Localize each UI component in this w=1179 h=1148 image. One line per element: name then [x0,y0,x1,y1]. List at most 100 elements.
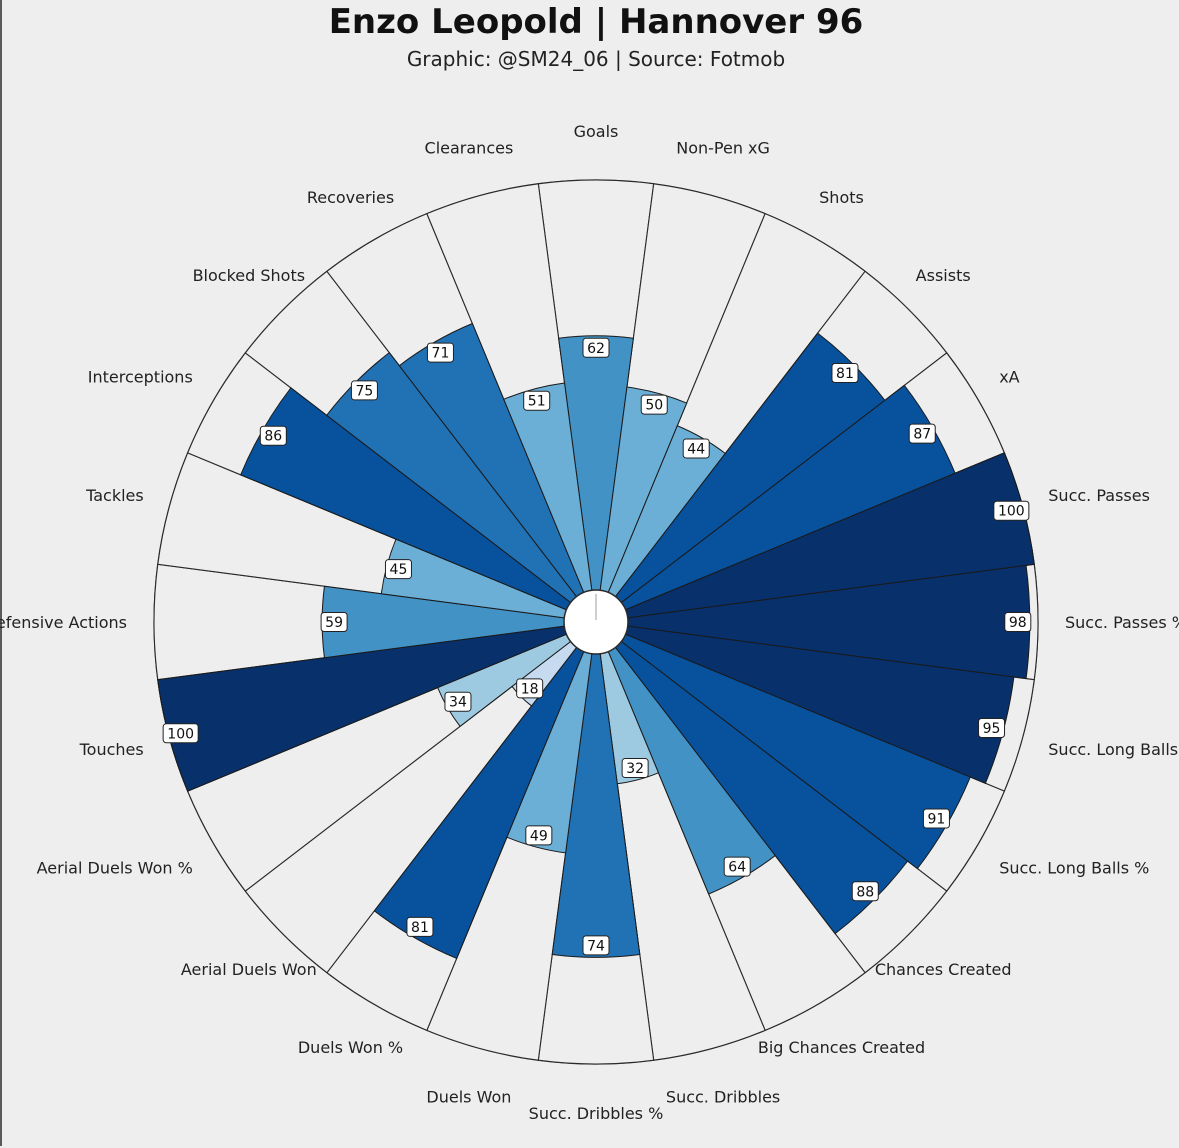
category-label-defensive-actions: Defensive Actions [0,613,127,632]
value-label-assists: 81 [831,363,859,384]
category-label-assists: Assists [916,266,971,285]
value-label-succ-passes: 98 [1004,612,1032,632]
value-label-box [259,425,287,446]
category-label-shots: Shots [819,188,864,207]
value-label-box [582,935,610,956]
category-label-aerial-duels-won: Aerial Duels Won % [37,859,193,878]
value-label-text: 34 [449,695,467,711]
value-label-box [978,717,1006,738]
value-label-tackles: 45 [384,559,412,580]
value-label-box [525,825,553,846]
value-label-text: 98 [1009,615,1027,631]
category-label-duels-won: Duels Won % [298,1038,403,1057]
value-label-box [621,758,649,779]
value-label-text: 88 [856,884,874,900]
value-label-duels-won: 81 [406,916,434,937]
value-label-shots: 44 [682,438,710,459]
value-label-touches: 100 [162,723,199,744]
value-label-text: 81 [411,920,429,936]
value-label-text: 62 [587,341,605,357]
value-label-text: 86 [264,429,282,445]
value-label-box [406,916,434,937]
value-label-box [350,380,378,401]
value-label-text: 100 [998,504,1025,520]
value-label-text: 50 [645,398,663,414]
category-label-interceptions: Interceptions [88,368,193,387]
value-label-box [523,390,551,411]
value-label-box [516,678,544,699]
value-label-text: 59 [325,615,343,631]
category-label-duels-won: Duels Won [426,1087,511,1106]
value-label-text: 100 [167,726,194,742]
value-label-recoveries: 71 [426,342,454,363]
value-label-aerial-duels-won: 18 [516,678,544,699]
category-label-xa: xA [999,368,1019,387]
value-label-text: 75 [356,383,374,399]
value-label-box [582,337,610,358]
category-label-big-chances-created: Big Chances Created [758,1038,925,1057]
category-label-succ-passes: Succ. Passes % [1065,613,1179,632]
category-label-chances-created: Chances Created [875,960,1012,979]
value-label-clearances: 51 [523,390,551,411]
value-label-text: 74 [587,938,605,954]
category-label-aerial-duels-won: Aerial Duels Won [181,960,317,979]
value-label-text: 49 [530,828,548,844]
value-label-box [384,559,412,580]
value-label-text: 64 [728,860,746,876]
value-label-text: 81 [836,366,854,382]
value-label-box [908,423,936,444]
value-label-xa: 87 [908,423,936,444]
category-label-recoveries: Recoveries [307,188,394,207]
value-label-interceptions: 86 [259,425,287,446]
center-hole [563,589,629,655]
value-label-non-pen-xg: 50 [640,394,668,415]
value-label-text: 18 [521,681,539,697]
category-label-non-pen-xg: Non-Pen xG [676,139,770,158]
category-label-succ-dribbles: Succ. Dribbles % [529,1104,664,1123]
category-label-blocked-shots: Blocked Shots [193,266,305,285]
value-label-chances-created: 88 [851,881,879,902]
chart-title: Enzo Leopold | Hannover 96 [328,2,864,42]
value-label-box [851,881,879,902]
value-label-big-chances-created: 64 [723,856,751,877]
value-label-text: 44 [687,441,705,457]
value-label-box [1004,612,1032,632]
value-label-box [320,612,348,632]
category-label-succ-long-balls: Succ. Long Balls % [999,859,1149,878]
value-label-duels-won: 49 [525,825,553,846]
value-label-box [922,808,950,829]
category-label-succ-dribbles: Succ. Dribbles [666,1087,780,1106]
value-label-box [640,394,668,415]
category-label-succ-passes: Succ. Passes [1048,486,1150,505]
value-label-succ-long-balls: 91 [922,808,950,829]
value-label-text: 51 [528,394,546,410]
category-label-clearances: Clearances [425,139,514,158]
value-label-text: 95 [983,721,1001,737]
value-label-box [444,691,472,712]
chart-subtitle: Graphic: @SM24_06 | Source: Fotmob [406,47,786,71]
value-label-box [993,500,1030,521]
value-label-succ-long-balls: 95 [978,717,1006,738]
category-label-succ-long-balls: Succ. Long Balls [1048,740,1178,759]
value-label-succ-passes: 100 [993,500,1030,521]
value-label-text: 32 [626,761,644,777]
value-label-aerial-duels-won: 34 [444,691,472,712]
category-label-touches: Touches [79,740,144,759]
value-label-text: 45 [390,562,408,578]
category-label-tackles: Tackles [85,486,144,505]
value-label-defensive-actions: 59 [320,612,348,632]
value-label-box [723,856,751,877]
value-label-blocked-shots: 75 [350,380,378,401]
value-label-succ-dribbles: 32 [621,758,649,779]
value-label-box [831,363,859,384]
value-label-text: 71 [432,346,450,362]
value-label-text: 91 [928,812,946,828]
category-label-goals: Goals [574,122,619,141]
value-label-box [682,438,710,459]
value-label-text: 87 [913,427,931,443]
value-label-succ-dribbles: 74 [582,935,610,956]
value-label-goals: 62 [582,337,610,358]
value-label-box [426,342,454,363]
value-label-box [162,723,199,744]
